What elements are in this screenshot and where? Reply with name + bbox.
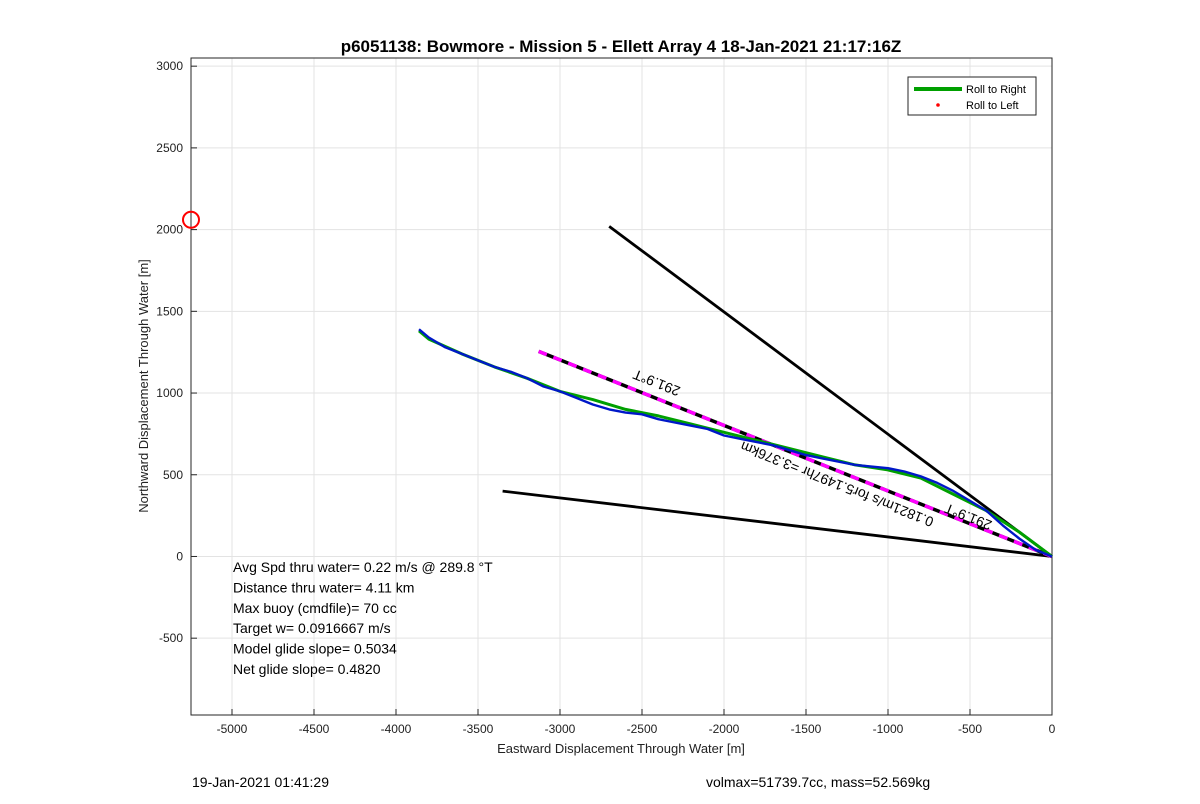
reference-lines [502,225,1053,559]
legend-box [907,76,1037,116]
y-tick-label: -500 [159,631,183,645]
position-marker-circle [182,210,200,229]
bound-upper [608,225,1053,558]
x-tick-label: -4000 [381,722,412,736]
stats-line: Avg Spd thru water= 0.22 m/s @ 289.8 °T [233,559,493,575]
footer-info: volmax=51739.7cc, mass=52.569kg [706,774,931,790]
line-annotation: 291.9°T [942,500,994,533]
stats-line: Model glide slope= 0.5034 [233,641,397,657]
y-axis: -500 0 500 1000 1500 2000 2500 3000 [156,59,197,645]
y-tick-label: 1000 [156,386,183,400]
series-line-roll-to-right [418,329,1053,558]
y-tick-label: 500 [163,468,183,482]
line-annotation: 0.1821m/s for5.1497hr =3.376km [738,438,936,530]
stats-line: Distance thru water= 4.11 km [233,579,414,595]
plot-frame [190,57,1053,716]
x-tick-label: -500 [958,722,982,736]
x-tick-label: -3000 [545,722,576,736]
x-tick-label: -3500 [463,722,494,736]
x-axis-label: Eastward Displacement Through Water [m] [497,741,745,756]
position-marker [182,210,200,229]
heading-291.9-dash [538,349,1053,559]
x-tick-label: -5000 [217,722,248,736]
x-tick-label: -2500 [627,722,658,736]
stats-line: Target w= 0.0916667 m/s [233,620,391,636]
legend-label: Roll to Right [966,84,1026,96]
line-annotation: 291.9°T [630,366,682,399]
y-tick-label: 3000 [156,59,183,73]
stats-line: Max buoy (cmdfile)= 70 cc [233,600,397,616]
footer-timestamp: 19-Jan-2021 01:41:29 [192,774,329,790]
legend: Roll to Right Roll to Left [907,76,1037,116]
grid [191,58,1053,715]
bound-lower [502,489,1053,558]
x-tick-label: 0 [1049,722,1056,736]
legend-label: Roll to Left [966,100,1019,112]
y-tick-label: 2500 [156,141,183,155]
chart-title: p6051138: Bowmore - Mission 5 - Ellett A… [341,37,902,56]
legend-swatch-dot [936,103,940,107]
y-tick-label: 0 [176,549,183,563]
x-tick-label: -1500 [791,722,822,736]
x-axis: -5000 -4500 -4000 -3500 -3000 -2500 -2000 -1500… [217,709,1056,736]
x-tick-label: -4500 [299,722,330,736]
stats-block: Avg Spd thru water= 0.22 m/s @ 289.8 °T D… [233,559,493,677]
y-tick-label: 1500 [156,304,183,318]
series-line-track [418,328,1053,558]
stats-line: Net glide slope= 0.4820 [233,661,381,677]
x-tick-label: -1000 [873,722,904,736]
x-tick-label: -2000 [709,722,740,736]
y-axis-label: Northward Displacement Through Water [m] [136,259,151,513]
y-tick-label: 2000 [156,223,183,237]
series-group [418,328,1053,558]
